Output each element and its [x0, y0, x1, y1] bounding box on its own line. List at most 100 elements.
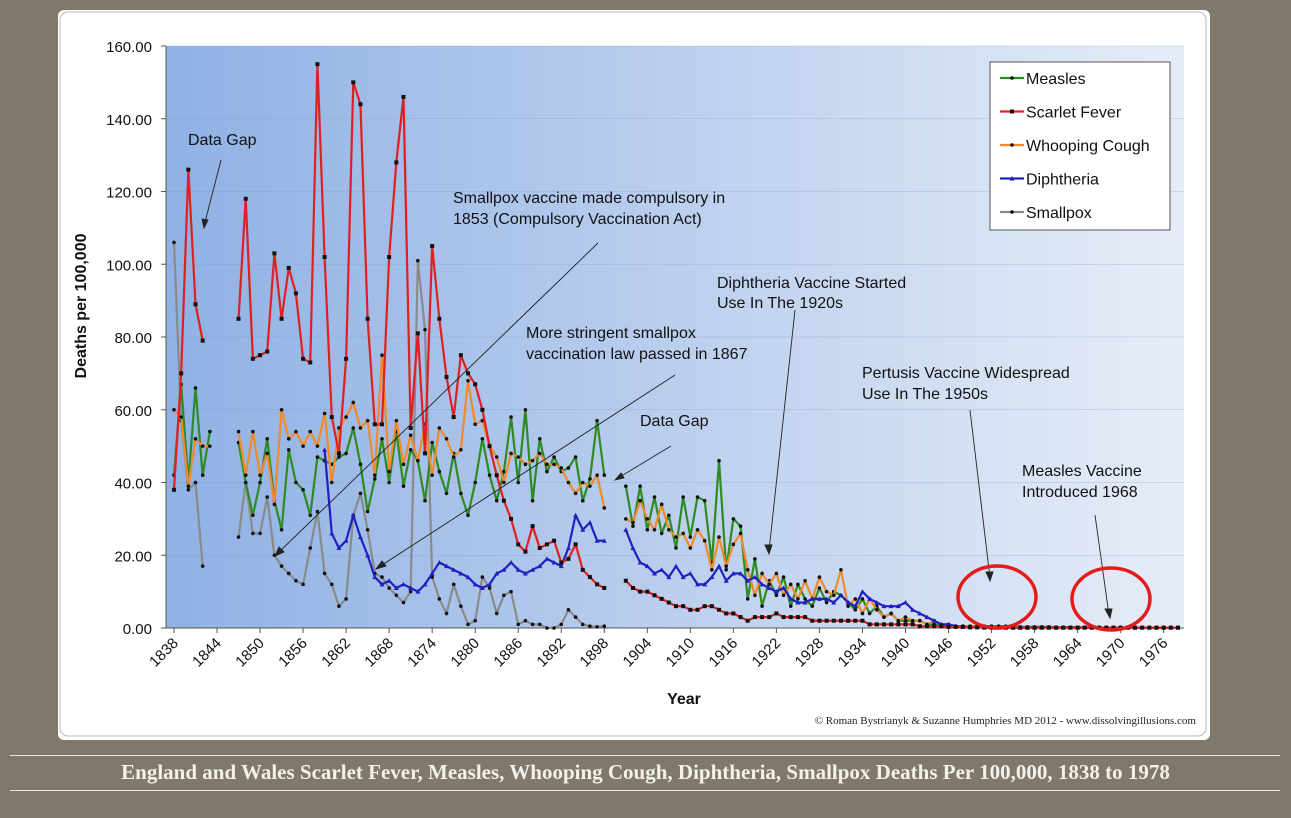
- y-tick-label: 60.00: [114, 403, 152, 420]
- measles-point: [688, 535, 693, 539]
- smallpox-point: [236, 535, 241, 539]
- measles-point: [387, 480, 391, 485]
- diphtheria-point: [910, 607, 916, 612]
- diphtheria-point: [666, 574, 672, 580]
- scarlet-fever-point: [372, 422, 377, 427]
- diphtheria-point: [350, 512, 356, 518]
- scarlet-fever-point: [925, 624, 929, 629]
- diphtheria-point: [501, 567, 507, 572]
- scarlet-fever-point: [638, 589, 643, 594]
- whooping-cough-point: [473, 422, 478, 427]
- scarlet-fever-point: [903, 622, 908, 627]
- diphtheria-point: [479, 585, 485, 590]
- annotation-pertussis-line2: Use In The 1950s: [862, 386, 988, 403]
- whooping-cough-point: [918, 618, 922, 623]
- measles-point: [308, 513, 313, 518]
- whooping-cough-point: [552, 462, 556, 467]
- scarlet-fever-point: [179, 371, 184, 376]
- diphtheria-point: [644, 563, 650, 569]
- scarlet-fever-point: [896, 622, 901, 627]
- scarlet-fever-point: [401, 94, 406, 99]
- whooping-cough-point: [502, 480, 506, 485]
- diphtheria-point: [695, 581, 701, 587]
- smallpox-point: [322, 571, 327, 576]
- measles-point: [523, 407, 528, 412]
- measles-point: [286, 447, 291, 452]
- scarlet-fever-point: [760, 615, 765, 620]
- scarlet-fever-point: [1176, 625, 1180, 630]
- scarlet-fever-point: [968, 625, 973, 630]
- smallpox-point: [401, 600, 406, 605]
- arrowhead-smallpox-1853: [274, 546, 285, 557]
- y-axis-title: Deaths per 100,000: [73, 233, 90, 378]
- measles-point: [867, 611, 872, 616]
- measles-point: [860, 597, 865, 601]
- scarlet-fever-point: [702, 604, 707, 609]
- scarlet-fever-point: [659, 596, 664, 601]
- measles-point: [674, 546, 678, 550]
- scarlet-fever-point: [831, 618, 836, 623]
- scarlet-fever-point: [1147, 625, 1152, 630]
- y-tick-label: 20.00: [114, 548, 152, 565]
- measles-point: [494, 498, 499, 503]
- measles-point: [580, 498, 585, 503]
- smallpox-point: [480, 575, 485, 579]
- whooping-cough-point: [537, 451, 542, 456]
- measles-point: [487, 473, 492, 478]
- measles-point: [745, 597, 750, 601]
- scarlet-fever-point: [1011, 625, 1016, 630]
- diphtheria-point: [558, 563, 564, 569]
- whooping-cough-point: [344, 415, 348, 419]
- measles-point: [265, 437, 270, 441]
- smallpox-point: [559, 622, 564, 627]
- arrow-diphtheria: [768, 309, 796, 552]
- whooping-cough-point: [774, 571, 779, 576]
- scarlet-fever-point: [466, 371, 471, 376]
- y-axis-ticks: 0.00 20.00 40.00 60.00 80.00 100.00 120.00 140.…: [106, 39, 166, 638]
- smallpox-point: [466, 622, 470, 627]
- whooping-cough-point: [494, 455, 499, 459]
- whooping-cough-point: [638, 498, 642, 503]
- diphtheria-point: [451, 567, 457, 572]
- whooping-cough-point: [824, 589, 829, 594]
- scarlet-fever-point: [530, 524, 535, 529]
- measles-point: [738, 524, 743, 528]
- scarlet-fever-point: [408, 425, 413, 430]
- diphtheria-point: [623, 527, 629, 532]
- whooping-cough-point: [781, 593, 786, 598]
- series-layer: [172, 62, 1181, 630]
- measles-point: [545, 469, 549, 474]
- diphtheria-point: [687, 570, 693, 576]
- measles-point: [638, 484, 642, 488]
- whooping-cough-point: [702, 538, 707, 543]
- scarlet-fever-point: [666, 600, 671, 605]
- whooping-cough-point: [559, 466, 564, 470]
- diphtheria-point: [659, 567, 665, 572]
- whooping-cough-point: [796, 597, 800, 601]
- smallpox-point: [200, 564, 205, 568]
- diphtheria-point: [680, 574, 686, 580]
- measles-point: [537, 437, 542, 441]
- measles-point: [373, 477, 377, 481]
- scarlet-fever-point: [595, 582, 600, 587]
- caption-rule-top: [10, 755, 1280, 756]
- scarlet-fever-point: [552, 538, 557, 543]
- measles-point: [258, 480, 262, 485]
- whooping-cough-point: [659, 502, 664, 507]
- scarlet-fever-point: [559, 560, 564, 565]
- smallpox-point: [329, 582, 334, 587]
- smallpox-point: [365, 527, 370, 532]
- arrow-pertussis: [969, 409, 991, 579]
- diphtheria-point: [859, 589, 865, 594]
- scarlet-fever-point: [774, 611, 779, 616]
- measles-point: [437, 469, 442, 474]
- diphtheria-point: [587, 520, 593, 525]
- measles-point: [200, 473, 205, 478]
- scarlet-fever-point: [379, 422, 384, 427]
- smallpox-point: [545, 626, 549, 630]
- diphtheria-point: [580, 527, 586, 532]
- x-axis-title: Year: [667, 691, 701, 708]
- smallpox-point: [502, 593, 506, 598]
- measles-point: [351, 426, 356, 430]
- measles-point: [853, 608, 858, 612]
